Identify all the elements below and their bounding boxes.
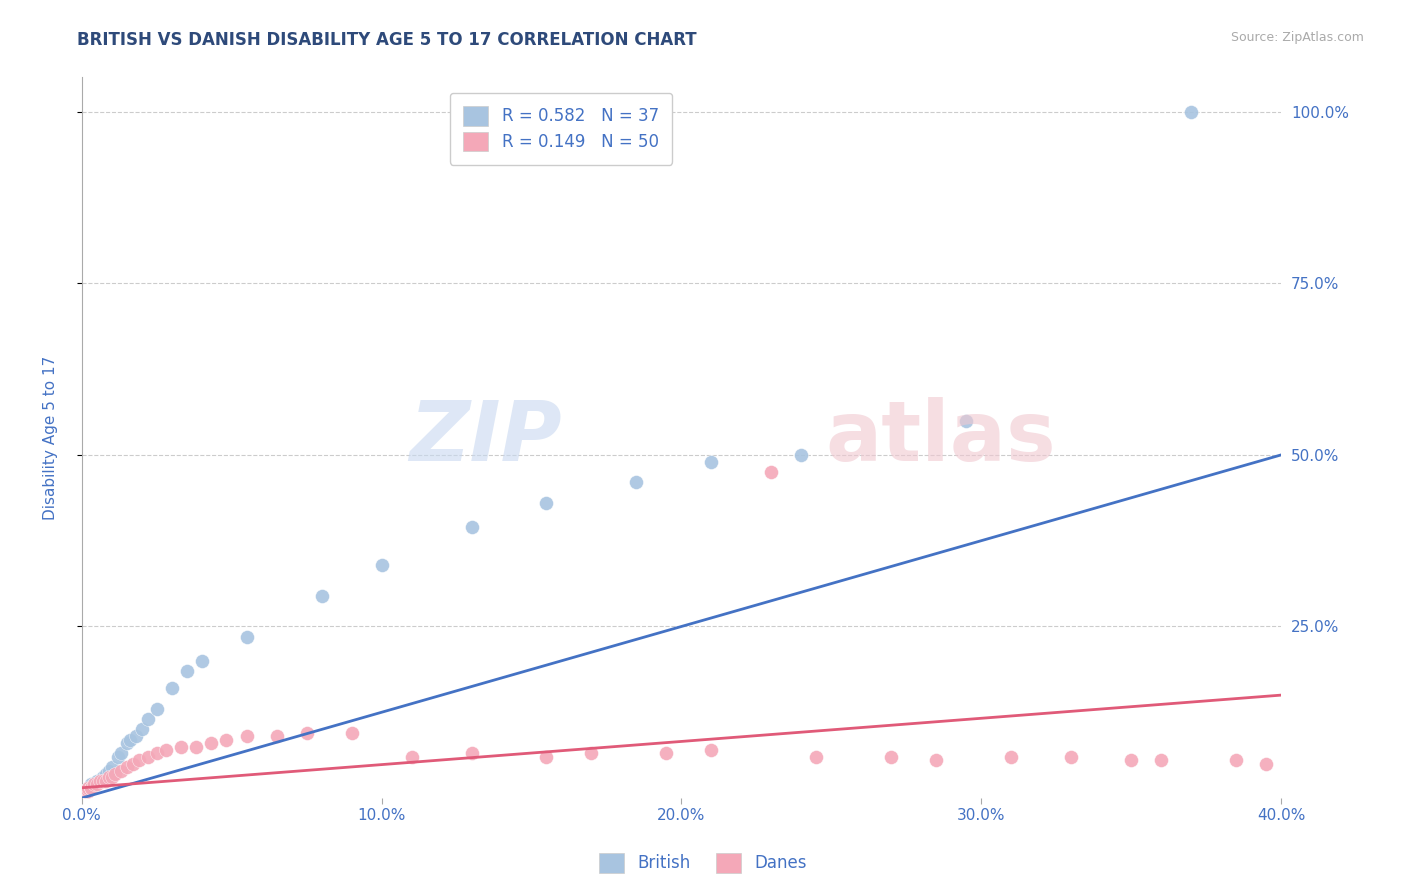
- Point: [790, 448, 813, 462]
- Point: [806, 750, 828, 764]
- Point: [83, 777, 105, 791]
- Point: [128, 753, 150, 767]
- Point: [200, 736, 222, 750]
- Legend: British, Danes: British, Danes: [592, 847, 814, 880]
- Point: [73, 784, 96, 798]
- Point: [536, 750, 558, 764]
- Point: [73, 784, 96, 798]
- Point: [94, 767, 117, 781]
- Point: [266, 729, 288, 743]
- Point: [104, 767, 127, 781]
- Point: [235, 630, 257, 644]
- Point: [1121, 753, 1143, 767]
- Point: [73, 784, 96, 798]
- Point: [91, 771, 114, 785]
- Point: [145, 747, 167, 761]
- Point: [76, 780, 98, 795]
- Point: [1225, 753, 1247, 767]
- Point: [136, 712, 159, 726]
- Point: [73, 784, 96, 798]
- Point: [925, 753, 948, 767]
- Point: [214, 732, 236, 747]
- Point: [1150, 753, 1173, 767]
- Point: [73, 784, 96, 798]
- Point: [131, 723, 153, 737]
- Point: [1000, 750, 1022, 764]
- Point: [76, 780, 98, 795]
- Point: [370, 558, 392, 572]
- Point: [73, 784, 96, 798]
- Point: [76, 780, 98, 795]
- Point: [118, 732, 141, 747]
- Point: [145, 702, 167, 716]
- Point: [73, 784, 96, 798]
- Point: [655, 747, 678, 761]
- Point: [190, 654, 212, 668]
- Point: [94, 773, 117, 788]
- Point: [110, 764, 132, 778]
- Text: BRITISH VS DANISH DISABILITY AGE 5 TO 17 CORRELATION CHART: BRITISH VS DANISH DISABILITY AGE 5 TO 17…: [77, 31, 697, 49]
- Point: [121, 756, 143, 771]
- Point: [460, 747, 482, 761]
- Point: [76, 784, 98, 798]
- Point: [880, 750, 903, 764]
- Point: [80, 777, 103, 791]
- Point: [626, 475, 648, 490]
- Point: [97, 771, 120, 785]
- Point: [89, 773, 111, 788]
- Point: [700, 743, 723, 757]
- Point: [340, 726, 363, 740]
- Point: [700, 455, 723, 469]
- Point: [536, 496, 558, 510]
- Point: [160, 681, 183, 696]
- Point: [955, 414, 977, 428]
- Point: [136, 750, 159, 764]
- Point: [581, 747, 603, 761]
- Text: ZIP: ZIP: [409, 397, 561, 478]
- Point: [89, 773, 111, 788]
- Point: [76, 784, 98, 798]
- Point: [73, 784, 96, 798]
- Point: [76, 784, 98, 798]
- Point: [115, 736, 138, 750]
- Point: [170, 739, 193, 754]
- Point: [1256, 756, 1278, 771]
- Point: [83, 777, 105, 791]
- Y-axis label: Disability Age 5 to 17: Disability Age 5 to 17: [44, 356, 58, 520]
- Point: [110, 747, 132, 761]
- Point: [761, 465, 783, 479]
- Point: [295, 726, 318, 740]
- Point: [401, 750, 423, 764]
- Point: [86, 773, 108, 788]
- Point: [107, 750, 129, 764]
- Point: [100, 771, 122, 785]
- Point: [115, 760, 138, 774]
- Point: [73, 784, 96, 798]
- Point: [311, 589, 333, 603]
- Point: [176, 664, 198, 678]
- Point: [184, 739, 207, 754]
- Point: [235, 729, 257, 743]
- Point: [80, 780, 103, 795]
- Point: [155, 743, 177, 757]
- Point: [1180, 104, 1202, 119]
- Point: [460, 520, 482, 534]
- Point: [1060, 750, 1083, 764]
- Point: [80, 780, 103, 795]
- Point: [80, 780, 103, 795]
- Text: Source: ZipAtlas.com: Source: ZipAtlas.com: [1230, 31, 1364, 45]
- Point: [125, 729, 148, 743]
- Legend: R = 0.582   N = 37, R = 0.149   N = 50: R = 0.582 N = 37, R = 0.149 N = 50: [450, 93, 672, 165]
- Point: [100, 760, 122, 774]
- Point: [73, 784, 96, 798]
- Point: [86, 777, 108, 791]
- Point: [97, 764, 120, 778]
- Text: atlas: atlas: [825, 397, 1056, 478]
- Point: [91, 773, 114, 788]
